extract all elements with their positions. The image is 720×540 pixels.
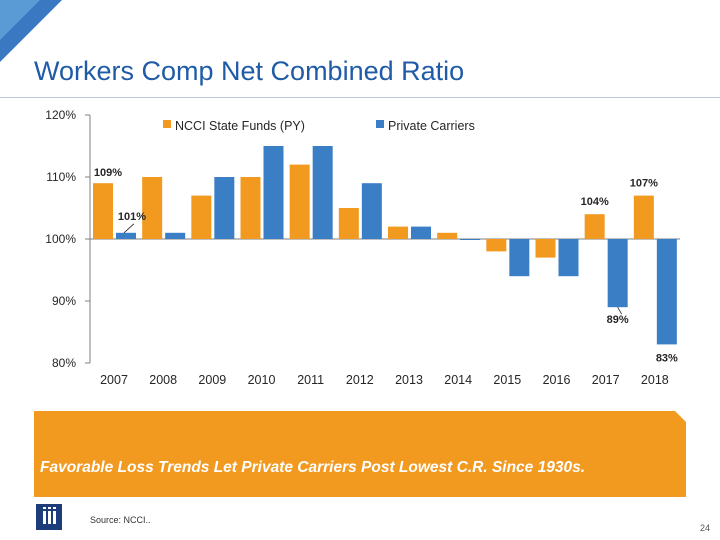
bar-private <box>263 146 284 239</box>
bar-ncci <box>142 177 163 239</box>
bar-private <box>214 177 235 239</box>
bar-ncci <box>437 232 458 239</box>
x-tick-label: 2013 <box>395 373 423 387</box>
x-tick-label: 2018 <box>641 373 669 387</box>
data-label: 83% <box>656 352 678 364</box>
data-label: 89% <box>607 314 629 326</box>
bar-private <box>558 239 579 277</box>
x-tick-label: 2016 <box>543 373 571 387</box>
x-tick-label: 2011 <box>297 373 324 387</box>
bar-ncci <box>338 208 359 239</box>
legend-label-ncci: NCCI State Funds (PY) <box>175 119 305 133</box>
bar-private <box>361 183 382 239</box>
leader-line <box>123 223 135 234</box>
x-tick-label: 2007 <box>100 373 128 387</box>
bar-ncci <box>584 214 605 239</box>
bar-ncci <box>486 239 507 252</box>
y-tick-label: 90% <box>52 294 76 308</box>
bar-private <box>509 239 530 277</box>
x-tick-label: 2012 <box>346 373 374 387</box>
x-tick-label: 2008 <box>149 373 177 387</box>
bar-ncci <box>191 195 212 239</box>
bar-ncci <box>289 164 310 239</box>
x-tick-label: 2010 <box>248 373 276 387</box>
data-label: 104% <box>581 196 609 208</box>
bar-private <box>460 239 481 240</box>
banner-notch <box>675 411 687 423</box>
bar-ncci <box>388 226 408 239</box>
bar-private <box>656 239 677 345</box>
iii-logo-icon <box>36 504 62 530</box>
bar-private <box>312 146 333 239</box>
x-tick-label: 2014 <box>444 373 472 387</box>
page-title: Workers Comp Net Combined Ratio <box>34 56 465 86</box>
x-tick-label: 2015 <box>493 373 521 387</box>
bar-ncci <box>93 183 113 239</box>
leader-line <box>617 307 623 315</box>
bar-private <box>165 232 186 239</box>
y-tick-label: 120% <box>45 108 76 122</box>
page-number: 24 <box>700 523 711 533</box>
legend-label-private: Private Carriers <box>388 119 475 133</box>
bar-private <box>607 239 628 308</box>
y-tick-label: 80% <box>52 356 76 370</box>
bar-ncci <box>633 195 654 239</box>
y-tick-label: 100% <box>45 232 76 246</box>
bar-ncci <box>535 239 556 258</box>
combined-ratio-chart: 80% 90% 100% 110% 120% 2007 2008 2009 2010 2011 20… <box>45 108 680 387</box>
x-tick-label: 2009 <box>198 373 226 387</box>
legend-swatch-ncci <box>163 120 171 128</box>
data-label: 107% <box>630 178 658 190</box>
title-divider <box>0 97 720 98</box>
source-note: Source: NCCI.. <box>90 515 151 525</box>
x-tick-label: 2017 <box>592 373 620 387</box>
data-label: 101% <box>118 211 146 223</box>
banner-text: Favorable Loss Trends Let Private Carrie… <box>40 459 586 476</box>
y-tick-label: 110% <box>46 170 76 184</box>
bar-ncci <box>240 177 261 239</box>
data-label: 109% <box>94 167 122 179</box>
bar-private <box>411 226 431 239</box>
legend-swatch-private <box>376 120 384 128</box>
corner-accent-inner <box>0 0 40 40</box>
summary-banner: Favorable Loss Trends Let Private Carrie… <box>34 411 687 497</box>
bar-private <box>116 232 136 239</box>
